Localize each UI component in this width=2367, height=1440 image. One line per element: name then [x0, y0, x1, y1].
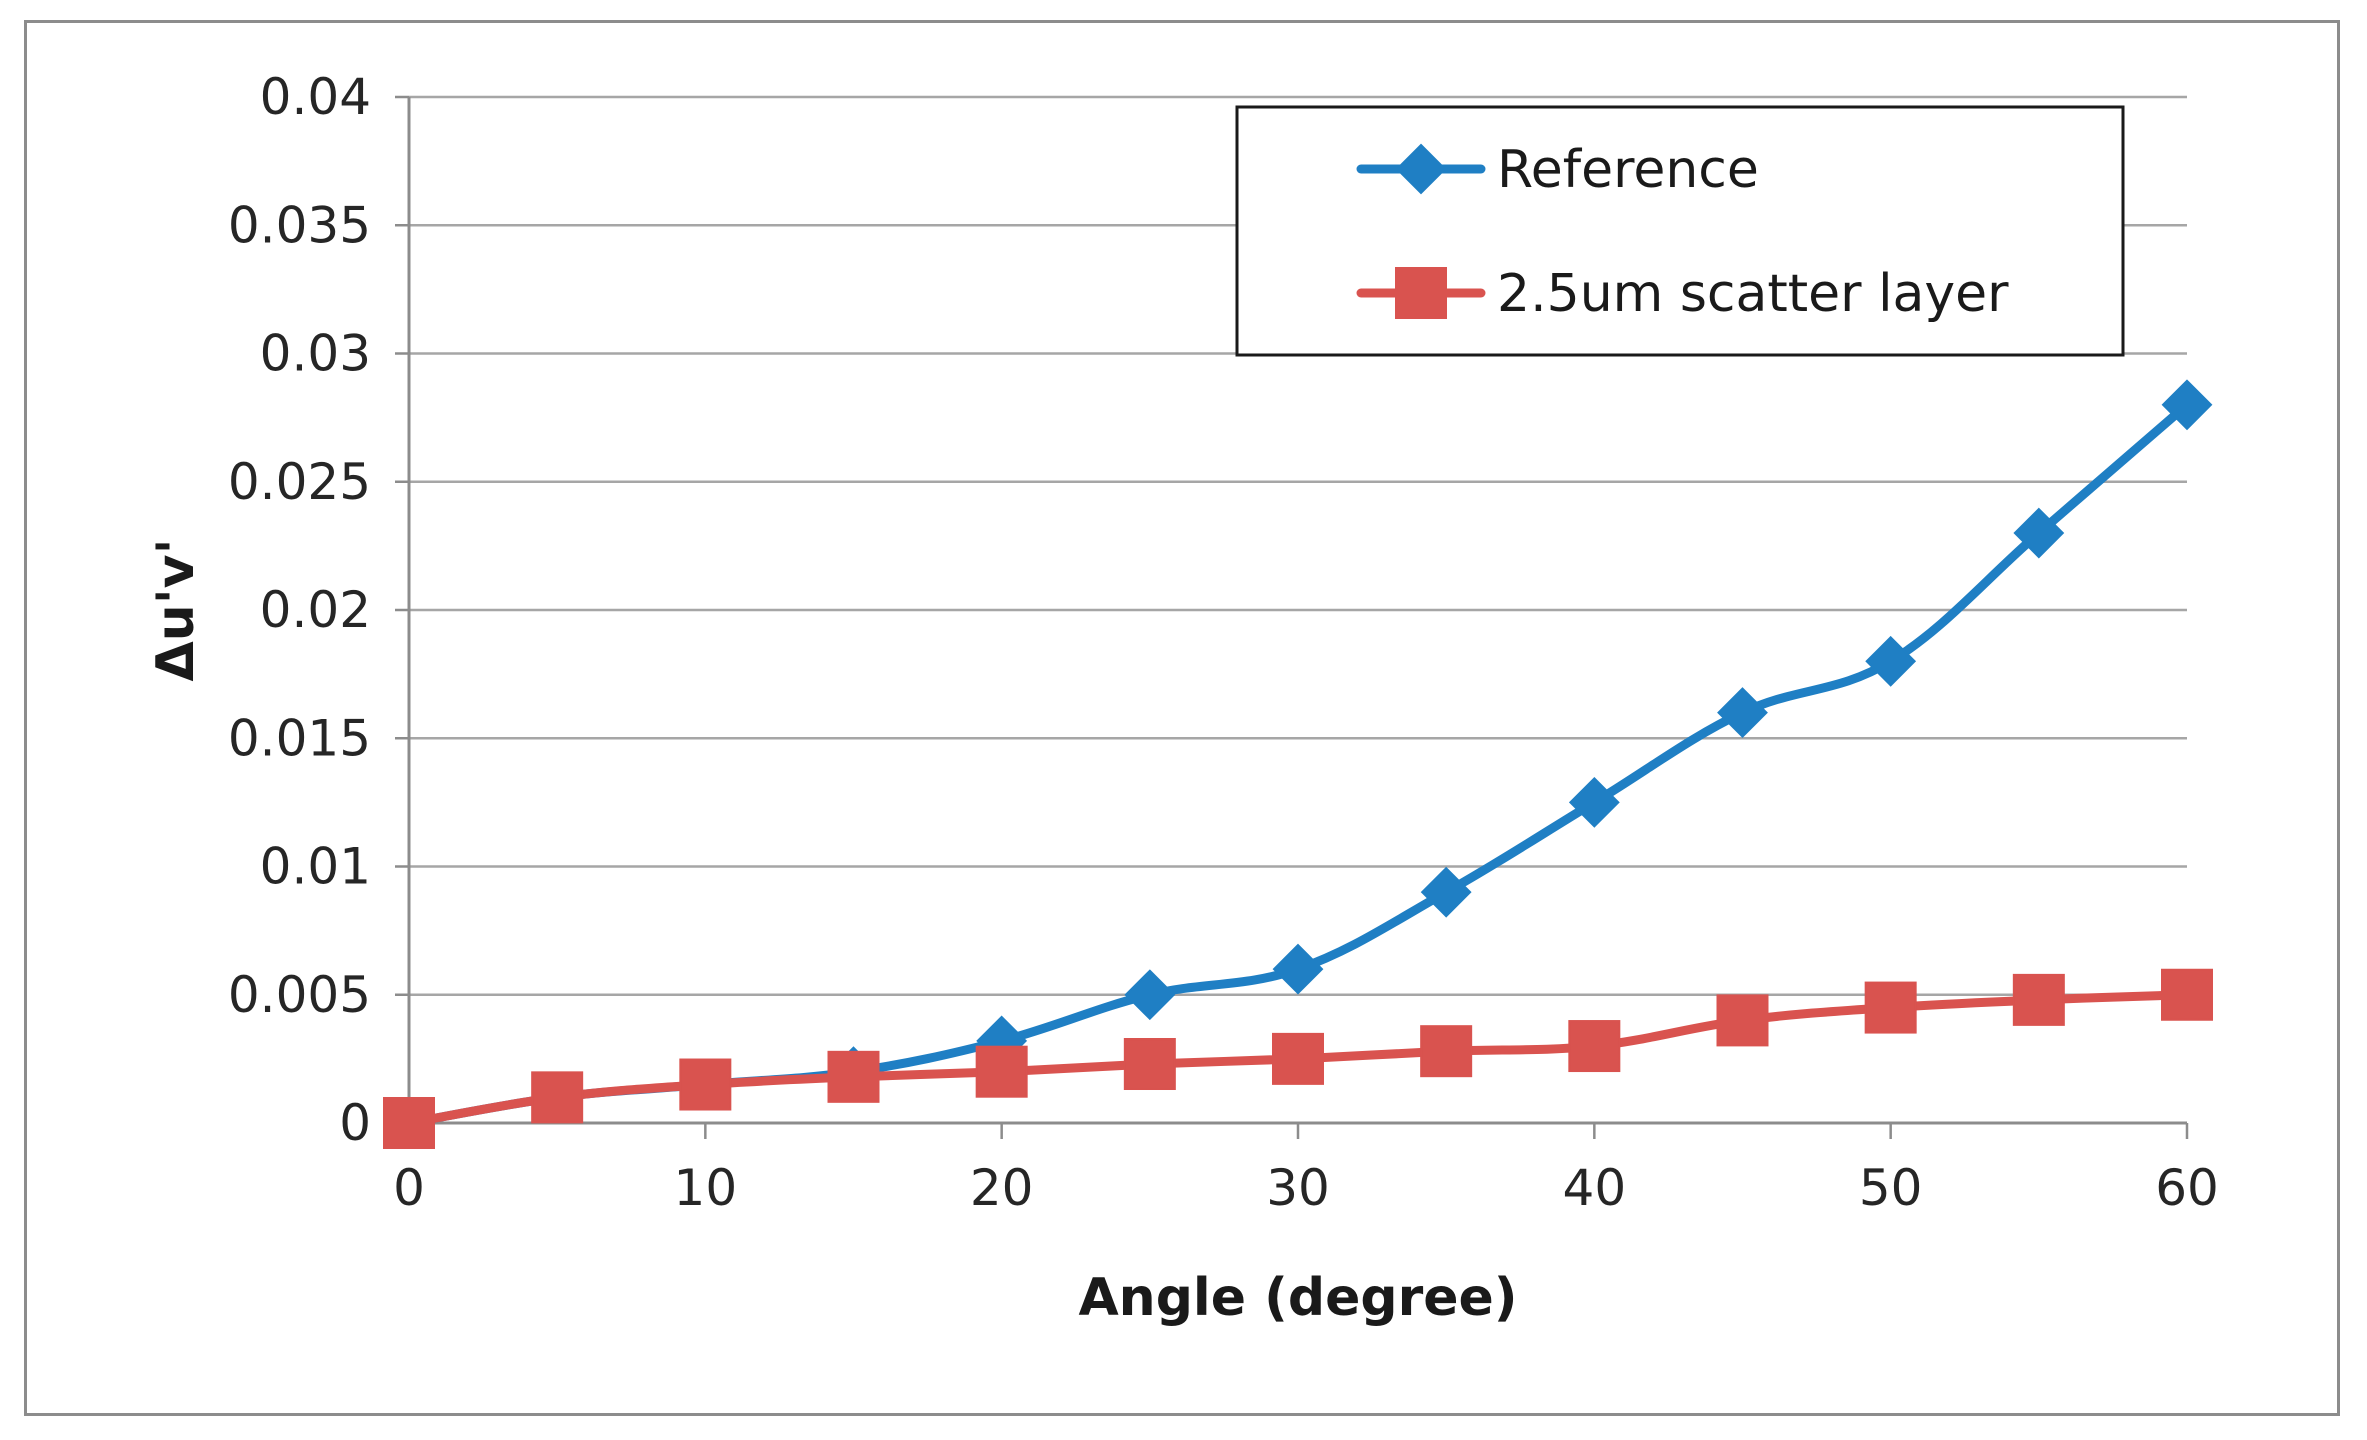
y-tick-label: 0.01 — [260, 838, 371, 896]
legend-box — [1235, 105, 2125, 357]
x-axis-title: Angle (degree) — [1078, 1268, 1517, 1328]
y-tick-label: 0.04 — [260, 68, 371, 126]
legend-marker — [1395, 267, 1447, 319]
y-tick-label: 0.005 — [228, 966, 371, 1024]
data-point — [1123, 1038, 1176, 1091]
y-axis-title: Δu'v' — [146, 539, 206, 682]
data-point — [975, 1045, 1028, 1098]
data-point — [1272, 943, 1324, 995]
data-point — [1865, 635, 1917, 687]
legend: Reference 2.5um scatter layer — [1235, 105, 2125, 357]
axes: 0 0.005 0.01 0.015 0.02 0.025 0.03 0.035 0.04 0 10… — [228, 68, 2219, 1217]
y-tick-label: 0.015 — [228, 709, 371, 767]
data-point — [383, 1097, 435, 1149]
data-point — [1864, 981, 1917, 1034]
y-tick-label: 0 — [339, 1094, 371, 1152]
series-line — [404, 400, 2192, 1128]
x-tick-label: 10 — [674, 1159, 738, 1217]
x-tick-label: 40 — [1563, 1159, 1627, 1217]
x-tick-label: 30 — [1266, 1159, 1330, 1217]
series-scatter-layer — [383, 968, 2213, 1149]
x-tick-label: 60 — [2155, 1159, 2219, 1217]
chart-frame: 0 0.005 0.01 0.015 0.02 0.025 0.03 0.035 0.04 0 10… — [24, 20, 2340, 1416]
y-tick-label: 0.03 — [260, 325, 371, 383]
x-tick-label: 50 — [1859, 1159, 1923, 1217]
data-point — [2012, 973, 2065, 1026]
data-point — [1420, 1025, 1473, 1078]
data-point — [531, 1071, 584, 1124]
x-tick-label: 0 — [393, 1159, 425, 1217]
series-reference — [383, 379, 2213, 1149]
data-point — [1716, 994, 1769, 1047]
data-point — [1420, 866, 1472, 918]
data-point — [2161, 379, 2213, 431]
series-area — [383, 379, 2213, 1149]
data-point — [1717, 687, 1768, 739]
data-point — [1124, 969, 1176, 1021]
data-point — [1568, 1020, 1621, 1073]
legend-label: 2.5um scatter layer — [1497, 264, 2009, 324]
data-point — [2161, 968, 2213, 1021]
legend-marker — [1395, 143, 1447, 195]
data-point — [679, 1058, 732, 1111]
data-point — [827, 1050, 880, 1103]
y-tick-label: 0.02 — [260, 581, 371, 639]
x-tick-label: 20 — [970, 1159, 1034, 1217]
data-point — [1568, 776, 1620, 828]
y-tick-label: 0.025 — [228, 453, 371, 511]
data-point — [2013, 507, 2065, 559]
chart: 0 0.005 0.01 0.015 0.02 0.025 0.03 0.035 0.04 0 10… — [146, 68, 2219, 1328]
legend-label: Reference — [1497, 140, 1759, 200]
data-point — [1272, 1032, 1324, 1085]
y-tick-label: 0.035 — [228, 196, 371, 254]
